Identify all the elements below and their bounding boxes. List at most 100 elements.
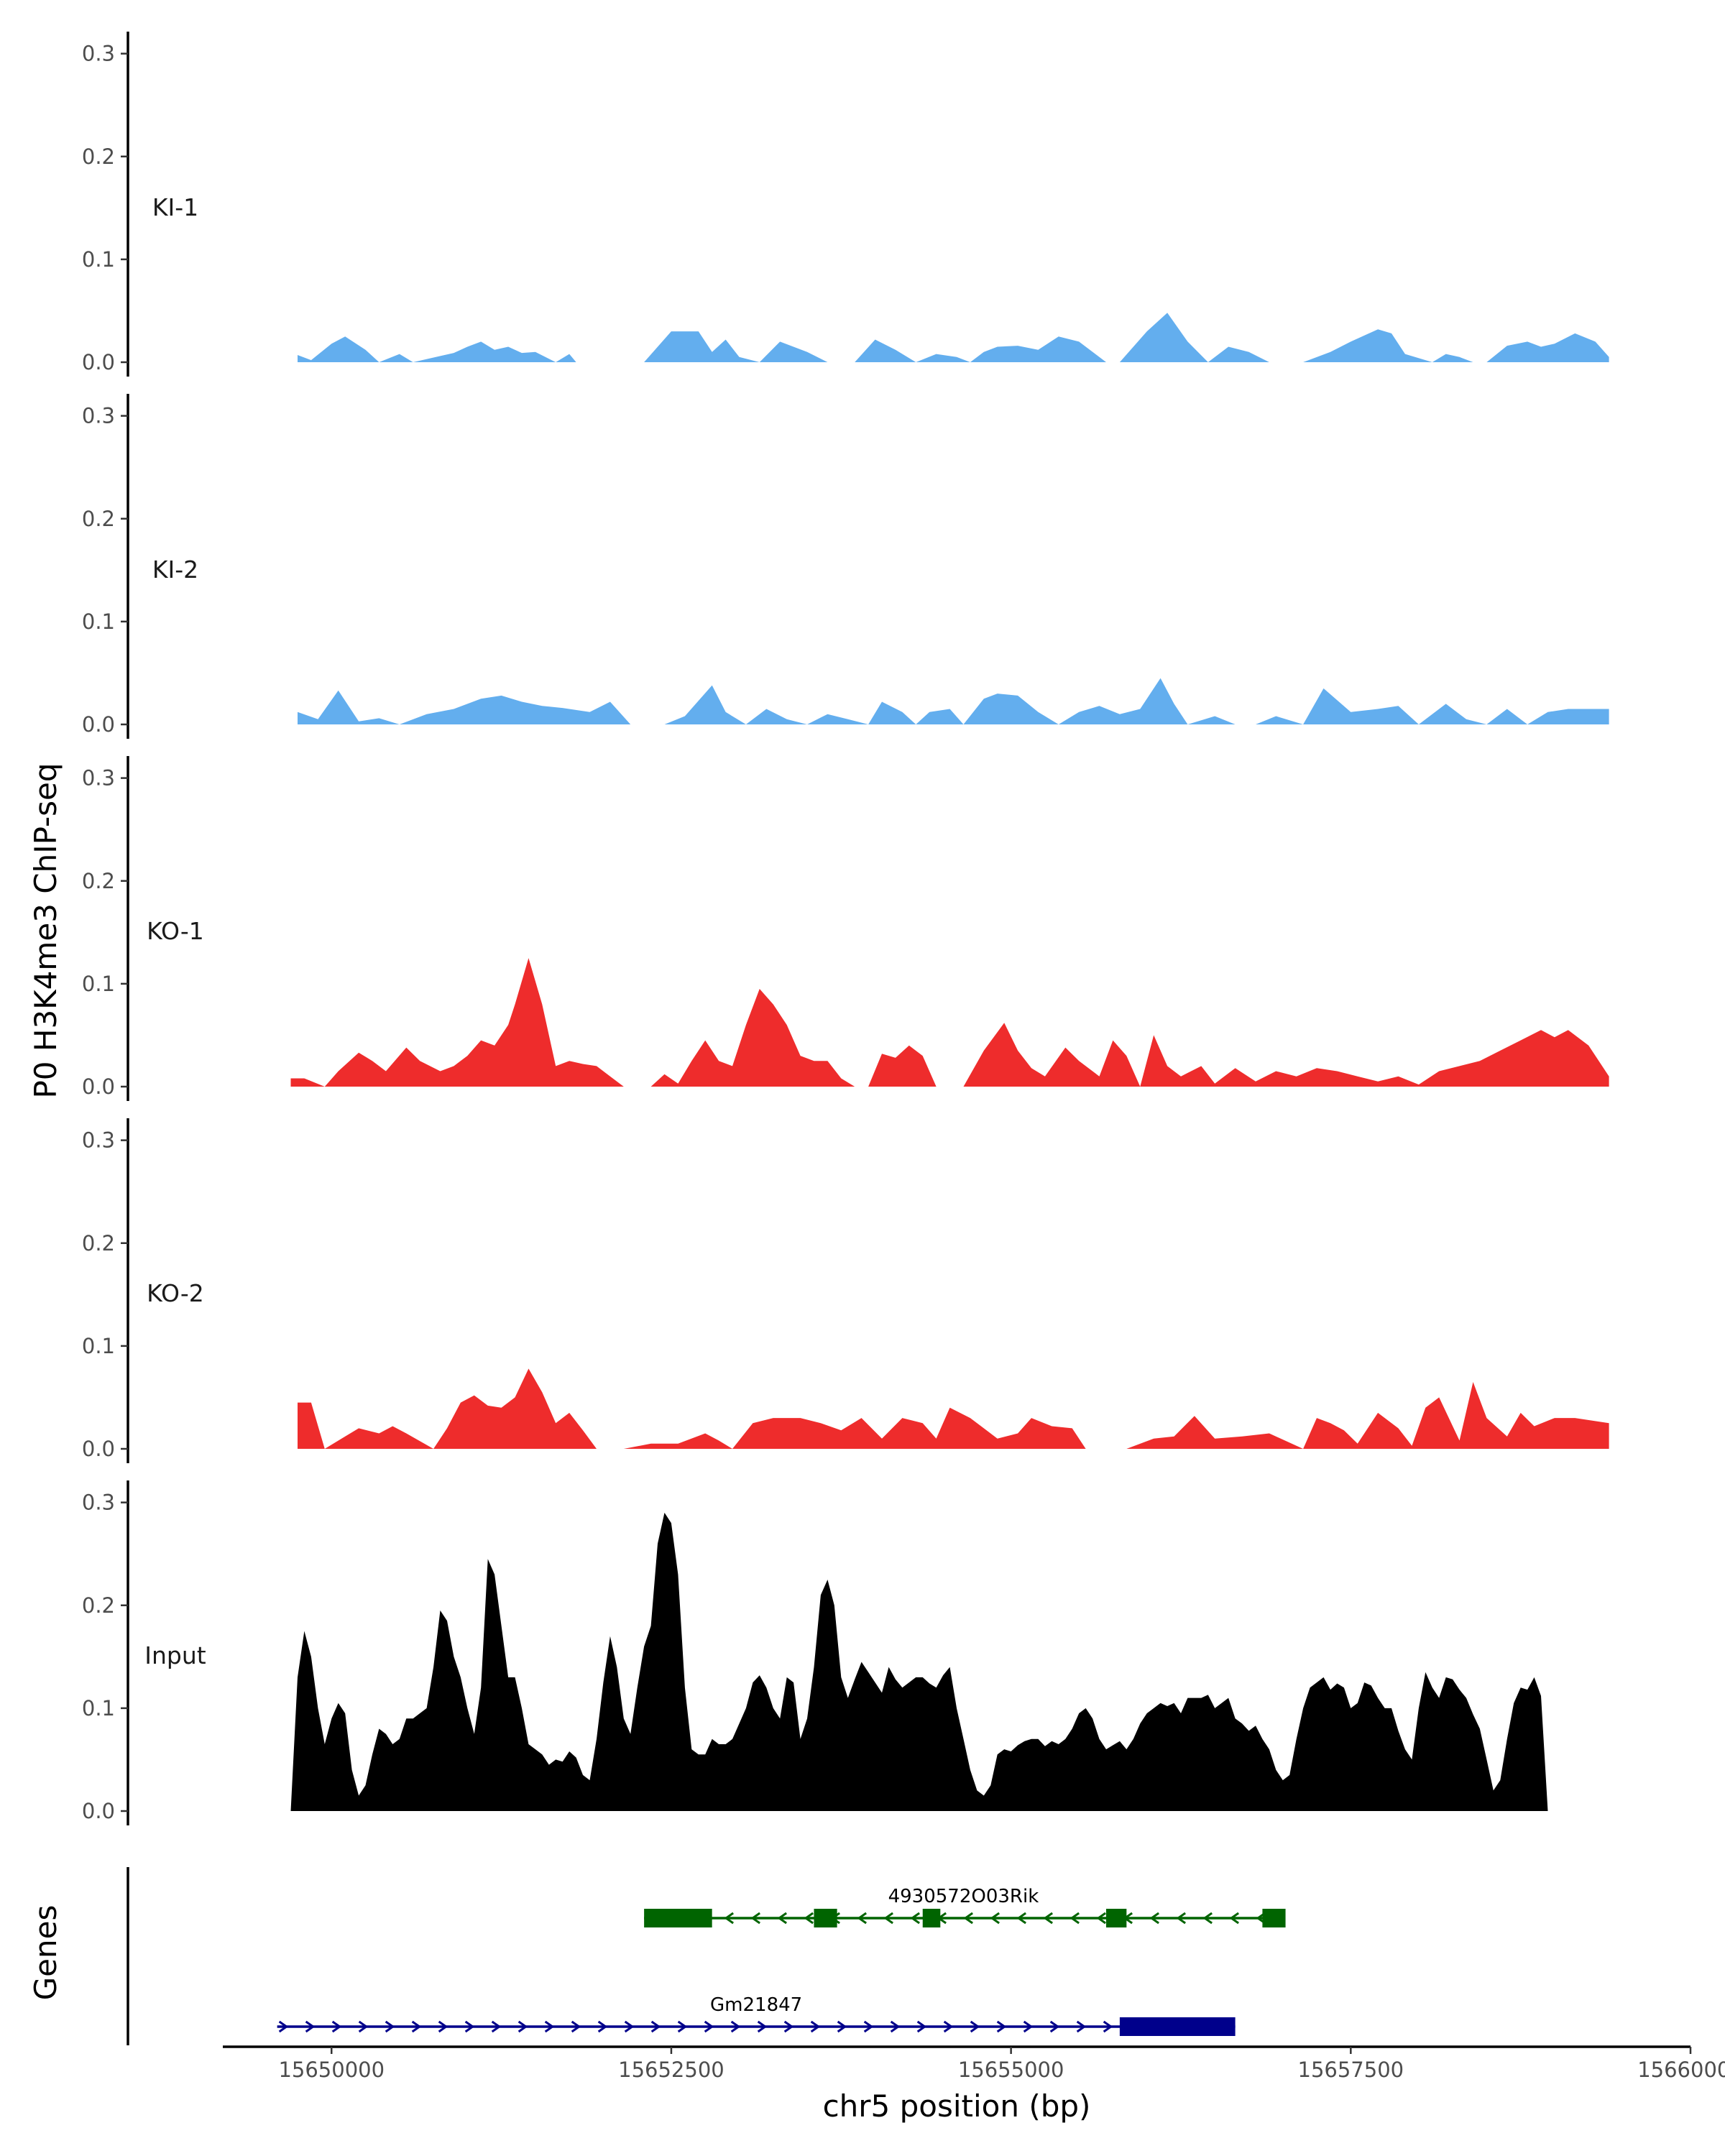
strand-arrow xyxy=(963,1912,973,1925)
strand-arrow xyxy=(943,2020,954,2033)
y-tick-label: 0.2 xyxy=(82,507,115,531)
strand-arrow xyxy=(1229,1912,1239,1925)
strand-arrow xyxy=(464,2020,475,2033)
area-input xyxy=(290,1512,1548,1811)
strand-arrow xyxy=(331,2020,342,2033)
strand-arrow xyxy=(571,2020,581,2033)
strand-arrow xyxy=(491,2020,502,2033)
track-label: KO-1 xyxy=(147,917,204,945)
strand-arrow xyxy=(1016,1912,1026,1925)
y-tick-label: 0.1 xyxy=(82,609,115,634)
gene-track: 4930572O03Rik Gm21847 xyxy=(126,1867,1286,2045)
strand-arrow xyxy=(863,2020,874,2033)
y-tick-label: 0.3 xyxy=(82,766,115,791)
y-tick-label: 0.2 xyxy=(82,869,115,893)
strand-arrow xyxy=(804,1912,814,1925)
y-tick-label: 0.0 xyxy=(82,350,115,374)
strand-arrow xyxy=(1023,2020,1034,2033)
area-ki-2 xyxy=(298,678,1609,724)
strand-arrow xyxy=(857,1912,867,1925)
track-label: KO-2 xyxy=(147,1279,204,1307)
y-tick-label: 0.2 xyxy=(82,1231,115,1256)
strand-arrow xyxy=(1070,1912,1080,1925)
area-ko-1 xyxy=(290,958,1609,1087)
x-tick-label: 15660000 xyxy=(1637,2058,1725,2082)
strand-arrow xyxy=(890,2020,901,2033)
strand-arrow xyxy=(916,2020,927,2033)
area-ki-1 xyxy=(298,313,1609,362)
y-tick-label: 0.0 xyxy=(82,712,115,737)
x-tick-label: 15650000 xyxy=(278,2058,385,2082)
strand-arrow xyxy=(624,2020,635,2033)
y-tick-label: 0.2 xyxy=(82,144,115,169)
strand-arrow xyxy=(704,2020,714,2033)
strand-arrow xyxy=(757,2020,768,2033)
strand-arrow xyxy=(1149,1912,1159,1925)
track-input: 0.0 0.1 0.2 0.3 Input xyxy=(82,1480,1548,1825)
track-ko-2: 0.0 0.1 0.2 0.3 KO-2 xyxy=(82,1118,1609,1463)
strand-arrow xyxy=(837,2020,847,2033)
x-axis: 15650000 15652500 15655000 15657500 15660000 xyxy=(223,2045,1725,2082)
strand-arrow xyxy=(1043,1912,1053,1925)
strand-arrow xyxy=(1076,2020,1087,2033)
y-tick-label: 0.3 xyxy=(82,1128,115,1153)
y-tick-label: 0.1 xyxy=(82,1334,115,1358)
strand-arrow xyxy=(883,1912,893,1925)
y-tick-label: 0.0 xyxy=(82,1074,115,1099)
strand-arrow xyxy=(278,2020,289,2033)
strand-arrow xyxy=(970,2020,980,2033)
strand-arrow xyxy=(1103,2020,1113,2033)
y-tick-label: 0.0 xyxy=(82,1799,115,1823)
genes-axis-title: Genes xyxy=(28,1905,63,2001)
strand-arrow xyxy=(385,2020,395,2033)
strand-arrow xyxy=(305,2020,316,2033)
x-tick-label: 15657500 xyxy=(1298,2058,1404,2082)
track-ko-1: 0.0 0.1 0.2 0.3 KO-1 xyxy=(82,756,1609,1101)
strand-arrow xyxy=(1049,2020,1060,2033)
y-tick-label: 0.1 xyxy=(82,972,115,996)
y-tick-label: 0.1 xyxy=(82,247,115,272)
x-tick-label: 15652500 xyxy=(618,2058,724,2082)
strand-arrow xyxy=(358,2020,369,2033)
strand-arrow xyxy=(783,2020,794,2033)
gene-exon xyxy=(922,1909,941,1927)
y-tick-label: 0.1 xyxy=(82,1696,115,1720)
strand-arrow xyxy=(518,2020,528,2033)
strand-arrow xyxy=(650,2020,661,2033)
strand-arrow xyxy=(777,1912,787,1925)
track-label: KI-2 xyxy=(152,556,198,584)
gene-gm21847: Gm21847 xyxy=(277,1994,1236,2036)
gene-4930572o03rik: 4930572O03Rik xyxy=(644,1886,1286,1927)
track-label: Input xyxy=(144,1641,206,1669)
tracks: 0.00.10.20.3KI-10.00.10.20.3KI-20.00.10.… xyxy=(82,32,1609,1825)
strand-arrow xyxy=(724,1912,734,1925)
strand-arrow xyxy=(677,2020,688,2033)
y-tick-label: 0.2 xyxy=(82,1593,115,1618)
area-ko-2 xyxy=(298,1368,1609,1449)
strand-arrow xyxy=(597,2020,608,2033)
strand-arrow xyxy=(411,2020,422,2033)
track-ki-2: 0.0 0.1 0.2 0.3 KI-2 xyxy=(82,394,1609,739)
strand-arrow xyxy=(990,1912,1000,1925)
strand-arrow xyxy=(750,1912,760,1925)
x-axis-title: chr5 position (bp) xyxy=(823,2088,1091,2124)
strand-arrow xyxy=(730,2020,741,2033)
y-tick-label: 0.0 xyxy=(82,1437,115,1461)
strand-arrow xyxy=(996,2020,1007,2033)
strand-arrow xyxy=(544,2020,555,2033)
gene-exon xyxy=(1119,2017,1236,2036)
strand-arrow xyxy=(910,1912,920,1925)
y-tick-label: 0.3 xyxy=(82,404,115,428)
strand-arrow xyxy=(1176,1912,1186,1925)
strand-arrow xyxy=(438,2020,448,2033)
strand-arrow xyxy=(1096,1912,1106,1925)
y-tick-label: 0.3 xyxy=(82,1491,115,1515)
strand-arrow xyxy=(1202,1912,1213,1925)
y-tick-label: 0.3 xyxy=(82,42,115,66)
track-label: KI-1 xyxy=(152,193,198,221)
track-ki-1: 0.0 0.1 0.2 0.3 KI-1 xyxy=(82,32,1609,377)
x-tick-label: 15655000 xyxy=(958,2058,1064,2082)
gene-label: Gm21847 xyxy=(710,1994,802,2016)
gene-exon xyxy=(1262,1909,1286,1927)
